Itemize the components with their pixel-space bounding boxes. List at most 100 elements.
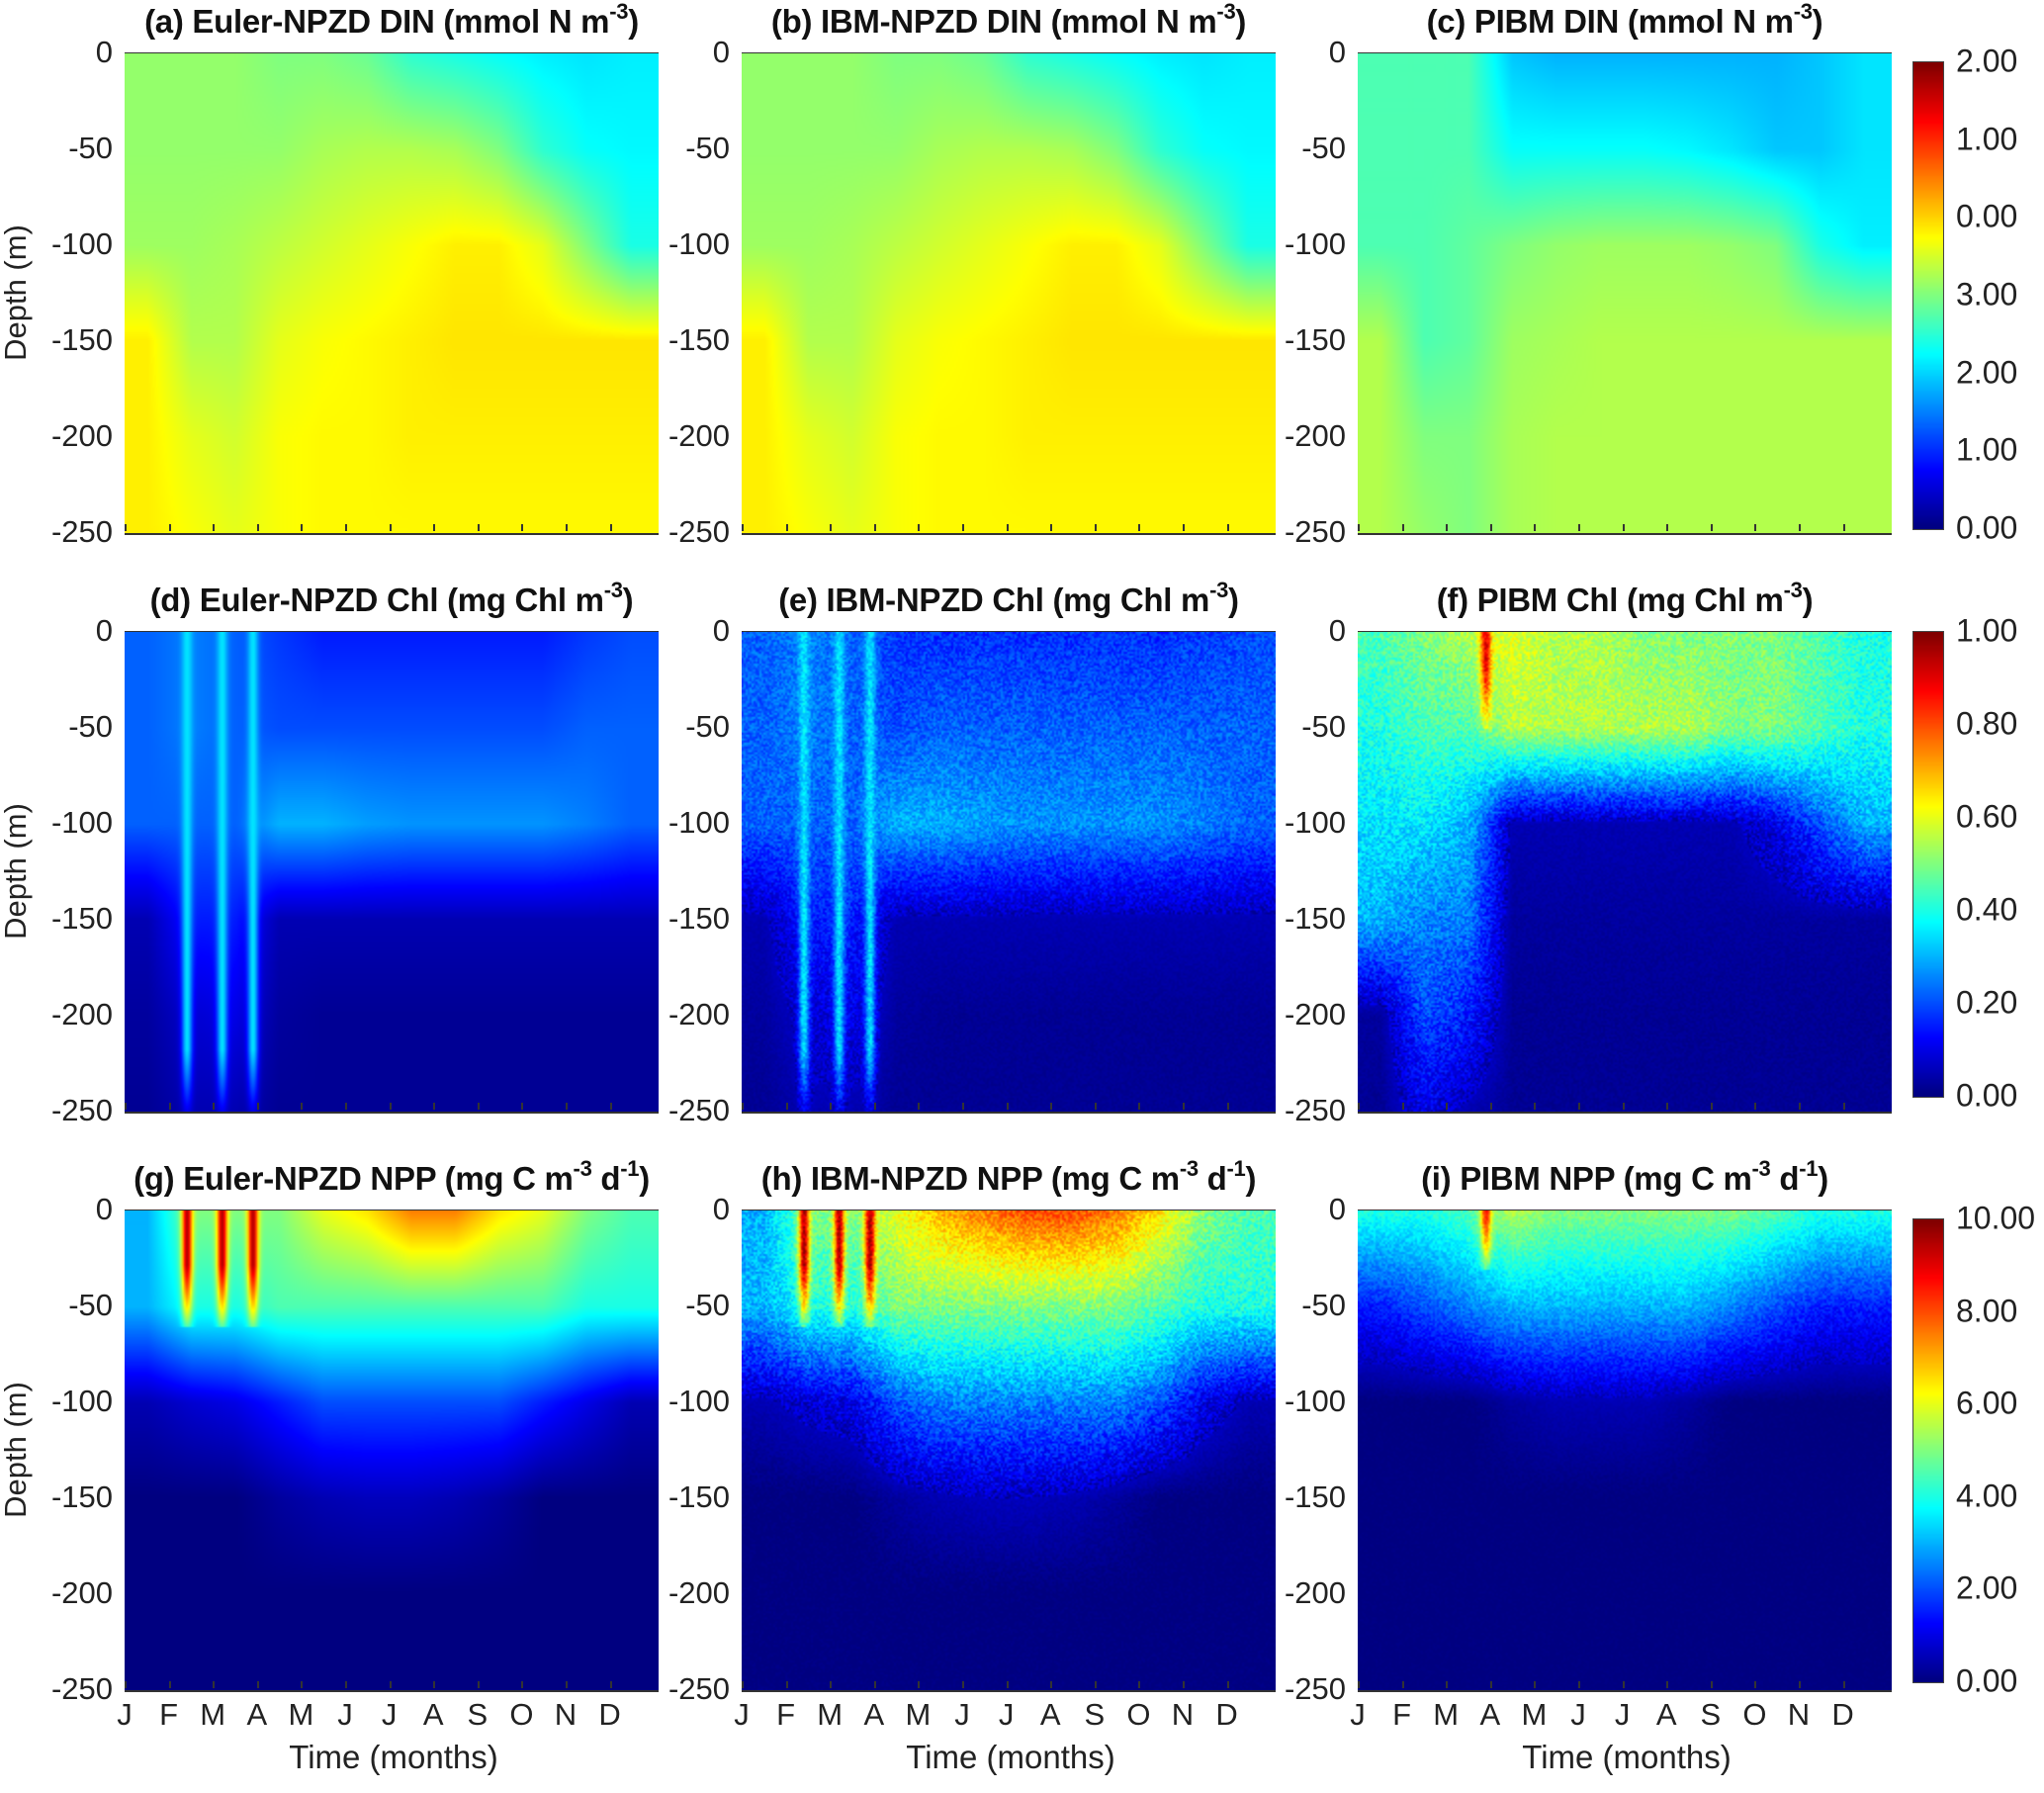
x-tick-mark: [873, 524, 876, 531]
panel-title: (f) PIBM Chl (mg Chl m-3): [1437, 578, 1814, 619]
title-text: (i) PIBM NPP (mg C m: [1421, 1160, 1752, 1197]
colorbar-tick-label: 2.00: [1956, 354, 2018, 391]
colorbar-tick-label: 1.00: [1956, 612, 2018, 649]
x-tick-mark: [1446, 524, 1449, 531]
x-tick-mark: [566, 524, 568, 531]
x-tick-mark: [301, 1103, 304, 1110]
x-tick-mark: [521, 1681, 524, 1688]
x-tick-mark: [1666, 524, 1669, 531]
x-tick-mark: [918, 1103, 921, 1110]
y-tick-label: -150: [667, 901, 730, 936]
x-tick-mark: [1489, 524, 1492, 531]
x-tick-label: A: [1039, 1697, 1061, 1732]
colorbar-tick-label: 0.20: [1956, 984, 2018, 1021]
heatmap-cells: [742, 1210, 1276, 1690]
x-tick-mark: [918, 524, 921, 531]
title-text: (e) IBM-NPZD Chl (mg Chl m: [778, 582, 1210, 618]
x-tick-mark: [609, 1681, 612, 1688]
y-tick-label: -150: [50, 322, 113, 357]
heatmap-panel: [1358, 631, 1892, 1114]
y-tick-label: 0: [1328, 1192, 1346, 1226]
title-superscript: -3: [609, 0, 629, 24]
title-superscript: -3: [1793, 0, 1813, 24]
y-tick-label: -50: [68, 1288, 113, 1322]
colorbar-tick-label: 8.00: [1956, 1293, 2018, 1329]
x-tick-mark: [785, 1103, 788, 1110]
x-tick-label: J: [381, 1697, 398, 1732]
colorbar: [1912, 61, 1944, 530]
x-tick-mark: [213, 524, 216, 531]
title-superscript: -3: [1216, 0, 1236, 24]
x-tick-mark: [609, 524, 612, 531]
x-tick-mark: [1006, 1103, 1009, 1110]
x-tick-mark: [962, 1681, 964, 1688]
x-tick-mark: [256, 1103, 259, 1110]
colorbar-gradient: [1913, 1219, 1943, 1682]
x-tick-label: J: [337, 1697, 353, 1732]
y-tick-label: -150: [667, 1479, 730, 1514]
y-tick-label: -250: [1284, 1671, 1346, 1706]
title-text: ): [1235, 3, 1247, 40]
title-text: ): [1818, 1160, 1828, 1197]
x-tick-mark: [1754, 1681, 1757, 1688]
x-tick-label: A: [246, 1697, 268, 1732]
x-tick-mark: [256, 1681, 259, 1688]
y-tick-label: -100: [1284, 1384, 1346, 1418]
title-text: d: [591, 1160, 621, 1197]
colorbar-tick-label: 1.00: [1956, 431, 2018, 468]
y-tick-label: -100: [50, 226, 113, 261]
y-tick-label: -50: [1301, 1288, 1346, 1322]
title-text: (h) IBM-NPZD NPP (mg C m: [760, 1160, 1180, 1197]
x-tick-mark: [125, 524, 127, 531]
x-tick-mark: [1138, 524, 1141, 531]
title-text: d: [1198, 1160, 1227, 1197]
x-tick-mark: [125, 1103, 127, 1110]
x-tick-mark: [168, 524, 171, 531]
x-tick-mark: [830, 524, 833, 531]
title-text: ): [639, 1160, 650, 1197]
y-tick-label: -150: [667, 322, 730, 357]
heatmap-panel: [742, 52, 1276, 535]
y-tick-label: -250: [50, 1093, 113, 1127]
y-tick-label: -200: [667, 418, 730, 453]
x-tick-mark: [742, 524, 744, 531]
x-tick-mark: [1094, 524, 1097, 531]
heatmap-cells: [125, 632, 659, 1112]
y-tick-label: -250: [50, 514, 113, 549]
x-tick-mark: [1138, 1681, 1141, 1688]
x-tick-label: M: [817, 1697, 844, 1732]
y-tick-label: -150: [50, 1479, 113, 1514]
x-tick-mark: [213, 1681, 216, 1688]
x-tick-mark: [962, 524, 964, 531]
title-superscript: -3: [1751, 1156, 1771, 1181]
title-text: ): [622, 582, 634, 618]
x-tick-mark: [742, 1103, 744, 1110]
x-tick-mark: [1183, 524, 1185, 531]
panel-title: (e) IBM-NPZD Chl (mg Chl m-3): [778, 578, 1239, 619]
y-tick-label: -200: [50, 997, 113, 1031]
colorbar-tick-label: 2.00: [1956, 43, 2018, 79]
x-tick-mark: [1622, 1103, 1625, 1110]
title-text: ): [1245, 1160, 1257, 1197]
x-tick-mark: [168, 1103, 171, 1110]
x-tick-label: F: [159, 1697, 179, 1732]
title-superscript: -3: [603, 578, 623, 602]
y-tick-label: -200: [667, 1575, 730, 1610]
x-tick-mark: [256, 524, 259, 531]
colorbar-tick-label: 0.00: [1956, 509, 2018, 546]
x-tick-mark: [1006, 1681, 1009, 1688]
colorbar-tick-label: 0.60: [1956, 798, 2018, 835]
y-tick-label: 0: [712, 613, 730, 648]
x-tick-mark: [1842, 524, 1845, 531]
y-tick-label: 0: [712, 1192, 730, 1226]
x-tick-mark: [1094, 1103, 1097, 1110]
y-tick-label: -50: [1301, 709, 1346, 744]
y-axis-label: Depth (m): [0, 1381, 33, 1518]
x-axis-label: Time (months): [906, 1739, 1115, 1775]
heatmap-cells: [742, 632, 1276, 1112]
x-tick-mark: [1578, 524, 1580, 531]
x-tick-mark: [1710, 1103, 1713, 1110]
x-tick-mark: [521, 1103, 524, 1110]
title-superscript: -3: [573, 1156, 592, 1181]
x-tick-mark: [1534, 1681, 1537, 1688]
